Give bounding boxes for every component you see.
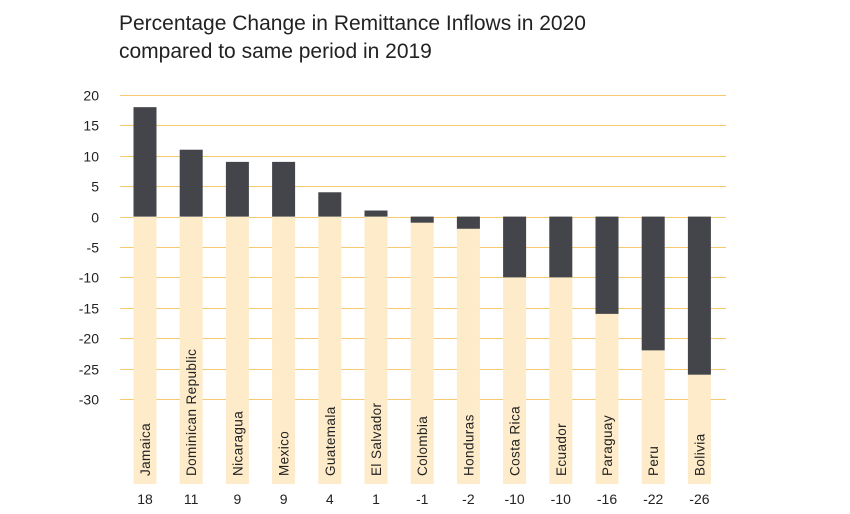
- category-labels: Jamaica Dominican Republic Nicaragua Mexico…: [138, 349, 707, 476]
- category-label: Guatemala: [323, 406, 338, 476]
- value-label: 9: [234, 491, 242, 507]
- y-tick-label: 5: [91, 179, 99, 195]
- category-label: Ecuador: [554, 423, 569, 476]
- value-label: 1: [372, 491, 380, 507]
- value-labels: 18 11 9 9 4 1 -1 -2 -10 -10 -16 -22 -26: [137, 491, 710, 507]
- bar: [641, 216, 665, 351]
- value-label: -1: [416, 491, 429, 507]
- chart-title-line-2: compared to same period in 2019: [119, 40, 432, 63]
- y-tick-label: -30: [79, 392, 99, 408]
- bar: [318, 192, 342, 217]
- category-label: Costa Rica: [508, 406, 523, 476]
- chart-title-line-1: Percentage Change in Remittance Inflows …: [119, 12, 586, 35]
- category-label: Nicaragua: [230, 411, 245, 476]
- category-label: Honduras: [461, 414, 476, 476]
- y-axis-ticks: 20 15 10 5 0 -5 -10 -15 -20 -25 -30: [79, 88, 99, 408]
- bar: [549, 216, 573, 278]
- value-label: 11: [184, 491, 199, 507]
- background-bar: [364, 216, 388, 484]
- background-bar: [318, 216, 342, 484]
- bar: [364, 210, 388, 217]
- bar: [595, 216, 619, 314]
- value-label: -16: [597, 491, 617, 507]
- bar: [225, 161, 249, 217]
- y-tick-label: 0: [91, 210, 99, 226]
- y-tick-label: 10: [83, 149, 99, 165]
- y-tick-label: -25: [79, 362, 99, 378]
- y-tick-label: -15: [79, 301, 99, 317]
- y-tick-label: 15: [83, 118, 99, 134]
- category-label: Mexico: [277, 431, 292, 476]
- data-bars: [133, 107, 711, 375]
- background-bar: [225, 216, 249, 484]
- y-tick-label: 20: [83, 88, 99, 104]
- y-tick-label: -20: [79, 331, 99, 347]
- category-label: Bolivia: [692, 433, 707, 476]
- value-label: -2: [462, 491, 475, 507]
- category-label: Peru: [646, 446, 661, 476]
- y-tick-label: -10: [79, 270, 99, 286]
- bar: [179, 149, 203, 217]
- bar: [133, 107, 157, 217]
- value-label: 9: [280, 491, 288, 507]
- category-label: Paraguay: [600, 415, 615, 476]
- category-label: Dominican Republic: [184, 349, 199, 476]
- value-label: -22: [643, 491, 663, 507]
- chart-title: Percentage Change in Remittance Inflows …: [119, 10, 586, 66]
- background-bar: [549, 216, 573, 484]
- background-bar: [503, 216, 527, 484]
- background-bar: [133, 216, 157, 484]
- bar: [687, 216, 711, 375]
- value-label: -10: [504, 491, 524, 507]
- background-bar: [179, 216, 203, 484]
- background-bar: [456, 216, 480, 484]
- background-bar: [410, 216, 434, 484]
- value-label: -10: [551, 491, 571, 507]
- y-tick-label: -5: [87, 240, 100, 256]
- background-bar: [272, 216, 296, 484]
- value-label: -26: [689, 491, 709, 507]
- value-label: 18: [137, 491, 153, 507]
- bar: [456, 216, 480, 229]
- category-label: El Salvador: [369, 402, 384, 476]
- bar: [410, 216, 434, 223]
- category-label: Jamaica: [138, 423, 153, 476]
- value-label: 4: [326, 491, 334, 507]
- bar: [272, 161, 296, 217]
- bar: [503, 216, 527, 278]
- category-label: Colombia: [415, 416, 430, 476]
- background-bars: [133, 216, 711, 484]
